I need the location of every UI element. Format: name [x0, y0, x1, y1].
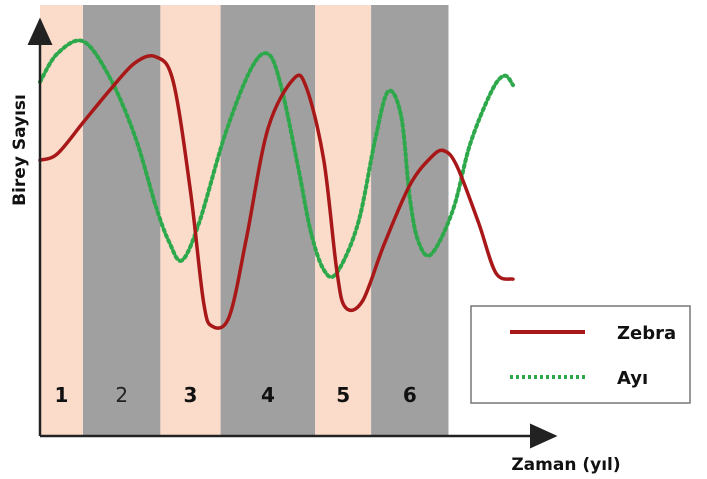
- series-lines: [38, 38, 515, 330]
- legend-label-ayi: Ayı: [617, 368, 648, 389]
- zone-label-5: 5: [336, 383, 350, 407]
- zone-label-4: 4: [261, 383, 275, 407]
- zone-band-1: [40, 5, 83, 436]
- series-line-ayi: [38, 38, 515, 280]
- zone-label-1: 1: [55, 383, 69, 407]
- zone-labels: 1 2 3 4 5 6: [55, 383, 417, 407]
- legend: Zebra Ayı: [470, 305, 691, 404]
- axes: [27, 17, 558, 449]
- zone-label-3: 3: [184, 383, 198, 407]
- zone-band-5: [315, 5, 372, 436]
- legend-box: [470, 305, 691, 404]
- series-line-zebra: [38, 54, 515, 330]
- zone-band-6: [371, 5, 449, 436]
- legend-label-zebra: Zebra: [617, 323, 676, 344]
- zone-label-6: 6: [403, 383, 417, 407]
- x-axis-title: Zaman (yıl): [511, 455, 620, 475]
- y-axis-title: Birey Sayısı: [10, 94, 30, 206]
- zone-band-2: [83, 5, 161, 436]
- zone-label-2: 2: [115, 383, 128, 407]
- background-zones: [40, 5, 449, 436]
- zone-band-4: [220, 5, 316, 436]
